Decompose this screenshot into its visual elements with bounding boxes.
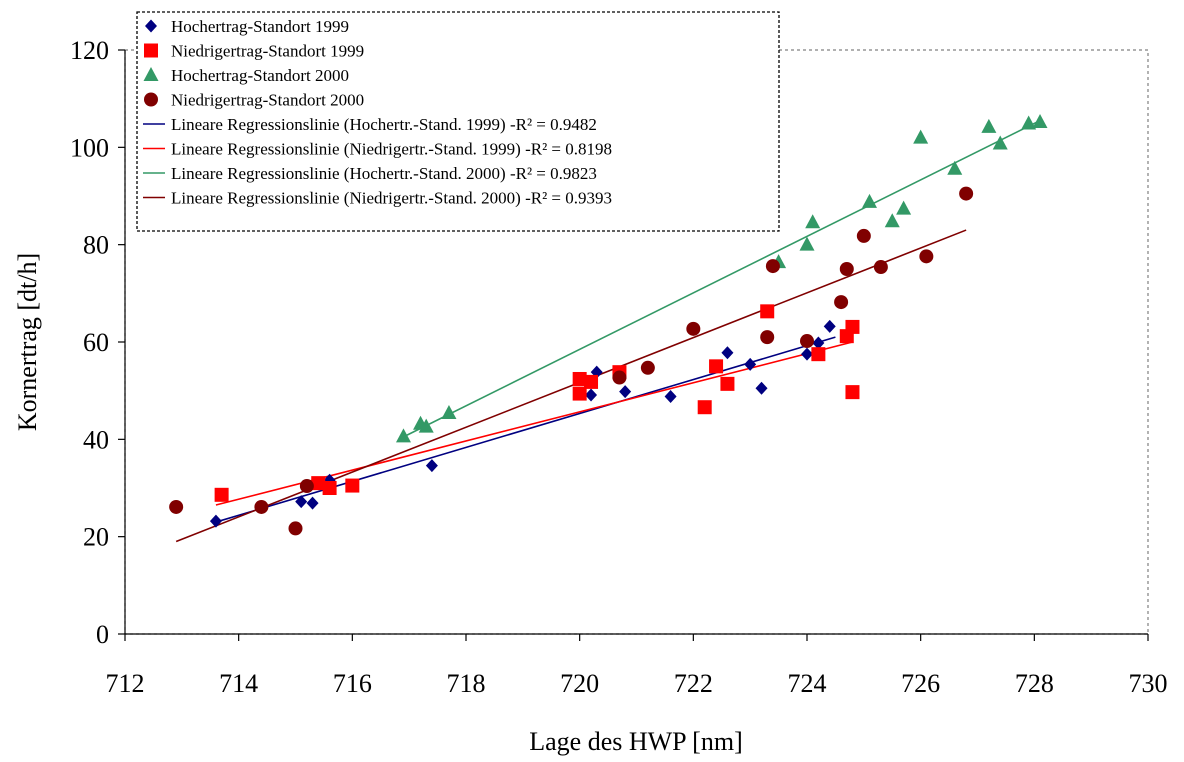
x-tick-label: 716 xyxy=(333,669,372,698)
data-point-diamond xyxy=(823,319,836,333)
x-tick-label: 720 xyxy=(560,669,599,698)
data-point-circle xyxy=(873,260,888,275)
data-point-diamond xyxy=(721,346,734,360)
data-point-circle xyxy=(299,479,314,494)
data-points xyxy=(169,114,1048,536)
data-point-square xyxy=(845,319,860,334)
data-point-square xyxy=(572,371,587,386)
x-tick-label: 718 xyxy=(447,669,486,698)
y-tick-label: 120 xyxy=(70,36,109,65)
data-point-diamond xyxy=(664,390,677,404)
legend-label: Hochertrag-Standort 2000 xyxy=(171,66,349,85)
y-tick-label: 0 xyxy=(96,620,109,649)
data-point-triangle xyxy=(896,200,912,215)
data-point-triangle xyxy=(884,213,900,228)
data-point-diamond xyxy=(744,357,757,371)
data-point-triangle xyxy=(913,129,929,144)
data-point-circle xyxy=(612,370,627,385)
data-point-triangle xyxy=(395,428,411,443)
y-axis-title: Kornertrag [dt/h] xyxy=(13,253,42,431)
legend-label: Niedrigertrag-Standort 2000 xyxy=(171,91,364,110)
data-point-diamond xyxy=(295,495,308,509)
data-point-square xyxy=(214,487,229,502)
data-point-circle xyxy=(800,334,814,349)
data-point-triangle xyxy=(1032,114,1048,129)
legend: Hochertrag-Standort 1999 Niedrigertrag-St… xyxy=(136,11,780,232)
x-tick-label: 724 xyxy=(788,669,827,698)
data-point-circle xyxy=(640,360,655,375)
data-point-square xyxy=(709,359,724,374)
legend-marker-triangle xyxy=(143,67,159,81)
data-point-square xyxy=(760,304,775,319)
legend-marker-diamond xyxy=(145,19,157,33)
data-point-diamond xyxy=(755,381,768,395)
data-point-circle xyxy=(834,295,849,310)
data-point-circle xyxy=(765,259,780,274)
legend-label: Lineare Regressionslinie (Hochertr.-Stan… xyxy=(171,164,597,183)
legend-marker-circle xyxy=(144,92,158,107)
x-tick-label: 714 xyxy=(219,669,258,698)
data-point-diamond xyxy=(812,336,825,350)
data-point-square xyxy=(311,476,326,491)
data-point-circle xyxy=(760,330,775,345)
regression-line xyxy=(215,336,836,523)
y-tick-label: 80 xyxy=(83,231,109,260)
legend-marker-square xyxy=(144,43,158,58)
regression-line xyxy=(403,119,1041,438)
legend-label: Lineare Regressionslinie (Niedrigertr.-S… xyxy=(171,189,612,208)
data-point-diamond xyxy=(425,459,438,473)
data-point-diamond xyxy=(585,388,598,402)
data-point-circle xyxy=(839,262,854,276)
x-tick-label: 712 xyxy=(106,669,145,698)
x-axis-title: Lage des HWP [nm] xyxy=(529,727,742,756)
data-point-diamond xyxy=(306,496,319,510)
data-point-square xyxy=(584,374,599,389)
data-point-triangle xyxy=(805,214,821,229)
data-point-square xyxy=(697,400,712,415)
data-point-triangle xyxy=(981,118,997,133)
data-point-diamond xyxy=(619,385,632,399)
y-tick-label: 40 xyxy=(83,425,109,454)
data-point-square xyxy=(345,478,360,493)
data-point-square xyxy=(845,385,860,400)
data-point-triangle xyxy=(799,236,815,251)
data-point-diamond xyxy=(801,347,813,361)
x-tick-label: 730 xyxy=(1129,669,1168,698)
data-point-circle xyxy=(254,499,269,514)
data-point-circle xyxy=(856,228,871,243)
legend-box xyxy=(136,11,780,232)
y-tick-label: 20 xyxy=(83,523,109,552)
data-point-circle xyxy=(959,186,974,201)
data-point-circle xyxy=(169,499,184,514)
legend-label: Hochertrag-Standort 1999 xyxy=(171,17,349,36)
x-tick-label: 726 xyxy=(901,669,940,698)
legend-label: Niedrigertrag-Standort 1999 xyxy=(171,42,364,61)
data-point-circle xyxy=(686,321,701,336)
legend-label: Lineare Regressionslinie (Niedrigertr.-S… xyxy=(171,140,612,159)
data-point-square xyxy=(720,376,735,391)
y-tick-label: 100 xyxy=(70,133,109,162)
x-tick-label: 722 xyxy=(674,669,713,698)
data-point-square xyxy=(572,386,587,401)
legend-label: Lineare Regressionslinie (Hochertr.-Stan… xyxy=(171,115,597,134)
data-point-triangle xyxy=(441,405,457,420)
data-point-triangle xyxy=(1021,115,1037,130)
data-point-diamond xyxy=(209,514,222,528)
data-point-triangle xyxy=(862,193,878,208)
data-point-circle xyxy=(919,249,934,264)
data-point-triangle xyxy=(992,135,1008,150)
axes: 0 20 40 60 80 100 120 712 714 716 718 720 722 724 726 7… xyxy=(70,36,1168,698)
x-tick-label: 728 xyxy=(1015,669,1054,698)
data-point-circle xyxy=(288,521,303,536)
data-point-square xyxy=(811,347,826,362)
y-tick-label: 60 xyxy=(83,328,109,357)
data-point-square xyxy=(322,481,337,495)
data-point-triangle xyxy=(418,418,434,433)
data-point-triangle xyxy=(947,160,963,175)
